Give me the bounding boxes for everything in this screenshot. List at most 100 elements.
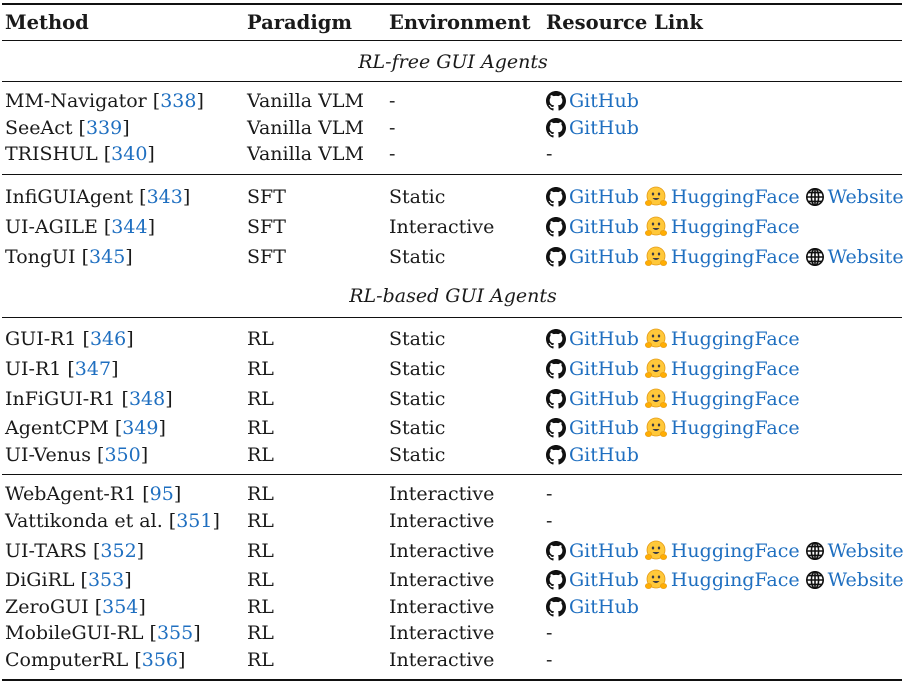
method-cell: ComputerRL [356]: [5, 649, 186, 671]
resource-links: -: [546, 649, 552, 671]
github-link[interactable]: GitHub: [546, 216, 639, 238]
method-name: UI-R1: [5, 358, 62, 380]
method-cell: UI-TARS [352]: [5, 540, 145, 562]
environment-cell: Interactive: [389, 649, 495, 671]
citation-link[interactable]: 352: [100, 540, 137, 562]
citation-link[interactable]: 350: [104, 444, 141, 466]
github-link[interactable]: GitHub: [546, 328, 639, 350]
github-link[interactable]: GitHub: [546, 186, 639, 208]
huggingface-icon: [644, 569, 667, 589]
citation-link[interactable]: 338: [160, 90, 197, 112]
citation-link[interactable]: 343: [146, 186, 183, 208]
github-link[interactable]: GitHub: [546, 90, 639, 112]
resource-links: GitHub HuggingFace Website: [546, 246, 906, 268]
resource-links: GitHub HuggingFace: [546, 328, 805, 350]
section-rule: [2, 81, 902, 82]
huggingface-link[interactable]: HuggingFace: [644, 186, 800, 208]
github-link[interactable]: GitHub: [546, 569, 639, 591]
github-link[interactable]: GitHub: [546, 596, 639, 618]
resource-links: GitHub: [546, 444, 644, 466]
citation-link[interactable]: 95: [149, 483, 174, 505]
environment-cell: Interactive: [389, 596, 495, 618]
bottom-rule: [2, 679, 902, 681]
github-link-label: GitHub: [569, 246, 639, 268]
github-link-label: GitHub: [569, 186, 639, 208]
environment-cell: Static: [389, 417, 446, 439]
citation-link[interactable]: 346: [89, 328, 127, 350]
paradigm-cell: RL: [247, 596, 274, 618]
citation-link[interactable]: 351: [176, 510, 213, 532]
citation-link[interactable]: 353: [87, 569, 125, 591]
github-icon: [546, 329, 566, 349]
website-link[interactable]: Website: [805, 186, 904, 208]
huggingface-link[interactable]: HuggingFace: [644, 216, 800, 238]
resource-links: GitHub HuggingFace Website: [546, 540, 906, 562]
github-icon: [546, 570, 566, 590]
resource-links: -: [546, 510, 552, 532]
website-link[interactable]: Website: [805, 569, 904, 591]
github-icon: [546, 187, 566, 207]
environment-cell: Interactive: [389, 510, 495, 532]
paradigm-cell: RL: [247, 328, 274, 350]
citation-link[interactable]: 355: [156, 622, 194, 644]
huggingface-link[interactable]: HuggingFace: [644, 246, 800, 268]
website-link[interactable]: Website: [805, 246, 904, 268]
github-icon: [546, 389, 566, 409]
huggingface-link[interactable]: HuggingFace: [644, 388, 800, 410]
github-link[interactable]: GitHub: [546, 117, 639, 139]
citation-link[interactable]: 349: [122, 417, 159, 439]
citation-link[interactable]: 345: [89, 246, 126, 268]
resource-links: GitHub: [546, 596, 644, 618]
header-resource-link: Resource Link: [546, 11, 703, 34]
huggingface-link[interactable]: HuggingFace: [644, 358, 800, 380]
huggingface-icon: [644, 216, 667, 236]
method-name: ComputerRL: [5, 649, 129, 671]
github-link-label: GitHub: [569, 596, 639, 618]
citation-link[interactable]: 339: [85, 117, 123, 139]
github-link[interactable]: GitHub: [546, 246, 639, 268]
paradigm-cell: RL: [247, 540, 274, 562]
github-link-label: GitHub: [569, 117, 639, 139]
environment-cell: Interactive: [389, 622, 495, 644]
paradigm-cell: SFT: [247, 186, 286, 208]
huggingface-link[interactable]: HuggingFace: [644, 540, 800, 562]
huggingface-link[interactable]: HuggingFace: [644, 569, 800, 591]
citation-link[interactable]: 347: [74, 358, 112, 380]
github-icon: [546, 217, 566, 237]
paradigm-cell: RL: [247, 483, 274, 505]
website-link-label: Website: [827, 246, 904, 268]
github-icon: [546, 91, 566, 111]
website-link[interactable]: Website: [805, 540, 904, 562]
method-cell: TRISHUL [340]: [5, 143, 155, 165]
resource-links: GitHub HuggingFace: [546, 388, 805, 410]
no-resource-dash: -: [546, 622, 553, 644]
website-link-label: Website: [827, 569, 904, 591]
section-title: RL-based GUI Agents: [349, 285, 557, 307]
github-link[interactable]: GitHub: [546, 417, 639, 439]
huggingface-link-label: HuggingFace: [670, 358, 800, 380]
header-environment: Environment: [389, 11, 531, 34]
environment-cell: Interactive: [389, 569, 495, 591]
github-link-label: GitHub: [569, 569, 639, 591]
citation-link[interactable]: 344: [111, 216, 148, 238]
huggingface-icon: [644, 328, 667, 348]
method-name: InFiGUI-R1: [5, 388, 116, 410]
citation-link[interactable]: 354: [102, 596, 139, 618]
section-rule: [2, 317, 902, 318]
paradigm-cell: RL: [247, 569, 274, 591]
citation-link[interactable]: 340: [111, 143, 148, 165]
method-cell: InFiGUI-R1 [348]: [5, 388, 173, 410]
citation-link[interactable]: 348: [128, 388, 166, 410]
github-link[interactable]: GitHub: [546, 358, 639, 380]
huggingface-icon: [644, 540, 667, 560]
environment-cell: Static: [389, 246, 446, 268]
github-link[interactable]: GitHub: [546, 388, 639, 410]
github-link[interactable]: GitHub: [546, 540, 639, 562]
github-link[interactable]: GitHub: [546, 444, 639, 466]
method-name: AgentCPM: [5, 417, 109, 439]
method-name: UI-TARS: [5, 540, 87, 562]
citation-link[interactable]: 356: [141, 649, 178, 671]
method-cell: UI-AGILE [344]: [5, 216, 155, 238]
huggingface-link[interactable]: HuggingFace: [644, 328, 800, 350]
huggingface-link[interactable]: HuggingFace: [644, 417, 800, 439]
